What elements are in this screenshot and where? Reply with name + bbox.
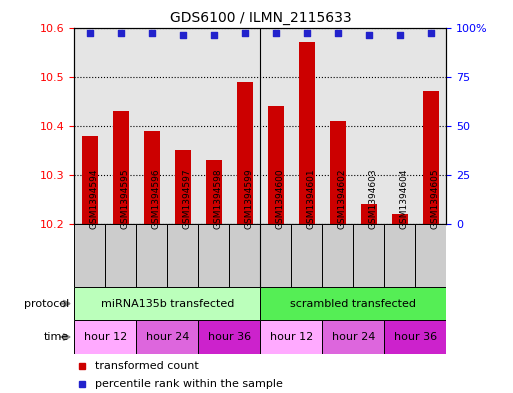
Text: hour 12: hour 12 — [84, 332, 127, 342]
Text: time: time — [44, 332, 69, 342]
Point — [365, 32, 373, 39]
Text: hour 36: hour 36 — [394, 332, 437, 342]
Bar — [113, 111, 129, 224]
Bar — [353, 28, 384, 224]
Point — [86, 30, 94, 37]
Bar — [330, 121, 346, 224]
Text: GSM1394594: GSM1394594 — [90, 169, 99, 229]
Text: GSM1394597: GSM1394597 — [183, 169, 192, 229]
Bar — [167, 224, 199, 287]
Text: hour 24: hour 24 — [331, 332, 375, 342]
Text: GSM1394604: GSM1394604 — [400, 169, 409, 229]
Bar — [237, 81, 252, 224]
Bar — [353, 224, 384, 287]
Bar — [361, 204, 377, 224]
Bar — [392, 214, 407, 224]
Point — [303, 30, 311, 37]
Bar — [260, 320, 322, 354]
Point — [210, 32, 218, 39]
Bar — [384, 224, 416, 287]
Text: GSM1394605: GSM1394605 — [431, 169, 440, 229]
Bar — [268, 106, 284, 224]
Title: GDS6100 / ILMN_2115633: GDS6100 / ILMN_2115633 — [169, 11, 351, 25]
Bar — [167, 28, 199, 224]
Text: GSM1394598: GSM1394598 — [214, 169, 223, 229]
Bar — [322, 224, 353, 287]
Text: GSM1394603: GSM1394603 — [369, 169, 378, 229]
Bar — [260, 224, 291, 287]
Point — [241, 30, 249, 37]
Point — [396, 32, 404, 39]
Bar — [199, 224, 229, 287]
Bar — [199, 320, 260, 354]
Bar — [105, 224, 136, 287]
Text: miRNA135b transfected: miRNA135b transfected — [101, 299, 234, 309]
Bar — [175, 151, 191, 224]
Text: hour 36: hour 36 — [208, 332, 251, 342]
Bar — [74, 224, 105, 287]
Point — [272, 30, 280, 37]
Point — [148, 30, 156, 37]
Text: GSM1394596: GSM1394596 — [152, 169, 161, 229]
Point — [334, 30, 342, 37]
Text: GSM1394600: GSM1394600 — [276, 169, 285, 229]
Text: hour 24: hour 24 — [146, 332, 189, 342]
Bar — [82, 136, 97, 224]
Point — [179, 32, 187, 39]
Text: protocol: protocol — [24, 299, 69, 309]
Bar — [291, 28, 322, 224]
Bar — [260, 287, 446, 320]
Text: GSM1394599: GSM1394599 — [245, 169, 254, 229]
Bar — [74, 320, 136, 354]
Bar — [416, 224, 446, 287]
Bar — [229, 28, 260, 224]
Bar — [105, 28, 136, 224]
Bar — [199, 28, 229, 224]
Bar — [260, 28, 291, 224]
Bar — [229, 224, 260, 287]
Text: GSM1394602: GSM1394602 — [338, 169, 347, 229]
Text: transformed count: transformed count — [95, 362, 199, 371]
Text: scrambled transfected: scrambled transfected — [290, 299, 417, 309]
Bar — [384, 320, 446, 354]
Point — [117, 30, 125, 37]
Bar — [74, 28, 105, 224]
Text: hour 12: hour 12 — [270, 332, 313, 342]
Bar — [322, 28, 353, 224]
Text: GSM1394601: GSM1394601 — [307, 169, 316, 229]
Bar — [144, 130, 160, 224]
Bar — [299, 42, 314, 224]
Bar — [384, 28, 416, 224]
Bar — [74, 287, 260, 320]
Bar — [206, 160, 222, 224]
Bar — [136, 320, 199, 354]
Bar — [416, 28, 446, 224]
Bar — [136, 224, 167, 287]
Bar — [322, 320, 384, 354]
Text: percentile rank within the sample: percentile rank within the sample — [95, 379, 283, 389]
Bar — [291, 224, 322, 287]
Point — [427, 30, 435, 37]
Bar — [423, 91, 439, 224]
Text: GSM1394595: GSM1394595 — [121, 169, 130, 229]
Bar — [136, 28, 167, 224]
